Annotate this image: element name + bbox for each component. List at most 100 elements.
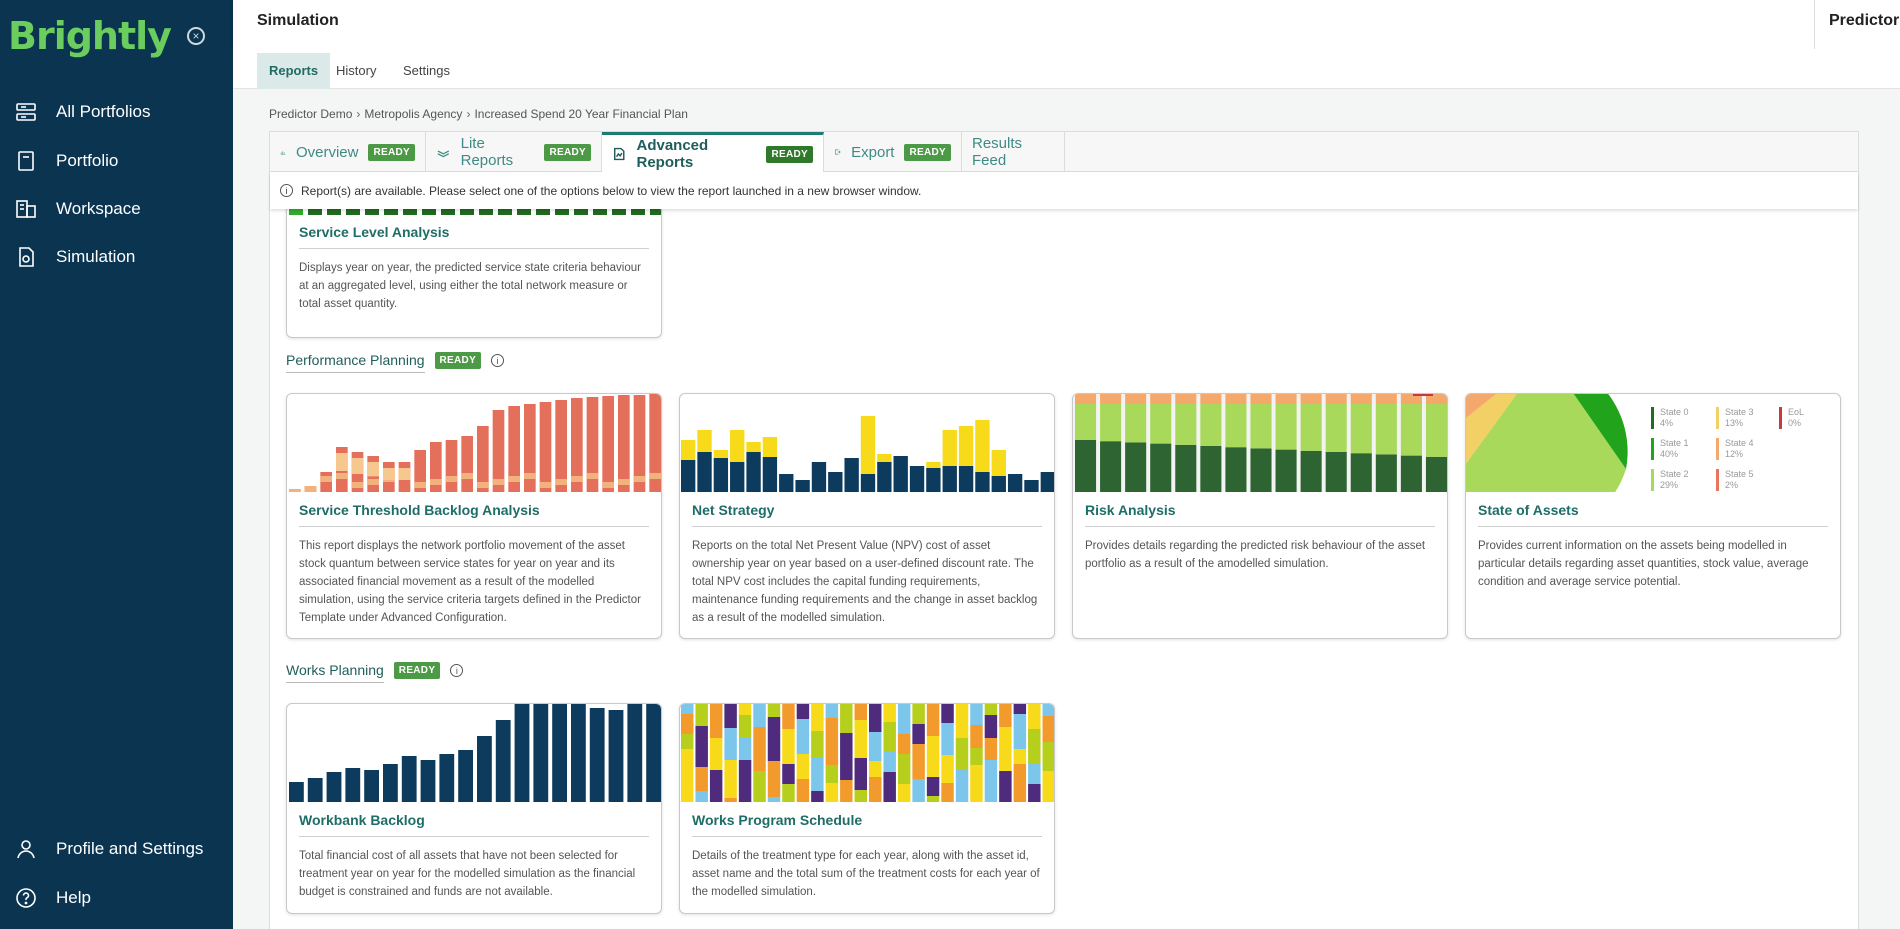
thumbnail-bar bbox=[1013, 704, 1027, 714]
thumbnail-bar bbox=[1225, 447, 1247, 492]
thumbnail-bar bbox=[883, 704, 896, 722]
status-badge: READY bbox=[904, 143, 951, 161]
legend-label: EoL bbox=[1788, 407, 1805, 417]
workspace-icon bbox=[16, 200, 36, 218]
report-card-state-of-assets[interactable]: State 0 4% State 1 40% State 2 29% State 3 13% S… bbox=[1465, 393, 1841, 639]
card-description: Displays year on year, the predicted ser… bbox=[299, 262, 641, 310]
tab-lite-reports[interactable]: Lite Reports READY bbox=[426, 132, 602, 172]
threshold-thumbnail bbox=[287, 394, 661, 492]
thumbnail-bar bbox=[984, 715, 998, 738]
thumbnail-bar bbox=[709, 770, 723, 802]
thumbnail-bar bbox=[477, 426, 489, 492]
breadcrumb-item[interactable]: Metropolis Agency bbox=[364, 107, 463, 121]
legend-label: State 1 bbox=[1660, 438, 1689, 448]
legend-swatch bbox=[1779, 407, 1782, 429]
threshold-chart bbox=[289, 394, 661, 492]
thumbnail-bar bbox=[1100, 441, 1122, 492]
report-card-net-strategy[interactable]: Net Strategy Reports on the total Net Pr… bbox=[679, 393, 1055, 639]
thumbnail-bar bbox=[869, 704, 882, 732]
thumbnail-bar bbox=[825, 718, 839, 765]
card-title: Works Program Schedule bbox=[692, 812, 1042, 837]
sidebar-item-help[interactable]: Help bbox=[14, 884, 91, 912]
sidebar-item-profile-settings[interactable]: Profile and Settings bbox=[14, 835, 203, 863]
thumbnail-strip bbox=[422, 209, 436, 215]
tab-results-feed[interactable]: Results Feed bbox=[962, 132, 1065, 172]
thumbnail-bar bbox=[304, 486, 317, 492]
tab-advanced-reports[interactable]: Advanced Reports READY bbox=[602, 132, 824, 173]
thumbnail-bar bbox=[608, 710, 624, 802]
thumbnail-bar bbox=[445, 440, 458, 492]
sidebar-item-portfolio[interactable]: Portfolio bbox=[14, 147, 118, 175]
sidebar-item-label: Simulation bbox=[56, 247, 136, 266]
card-title: Workbank Backlog bbox=[299, 812, 649, 837]
report-card-risk-analysis[interactable]: Risk Analysis Provides details regarding… bbox=[1072, 393, 1448, 639]
thumbnail-bar bbox=[1100, 394, 1122, 404]
risk-thumbnail bbox=[1073, 394, 1447, 492]
thumbnail-bar bbox=[796, 704, 810, 719]
report-card-works-program[interactable]: Works Program Schedule Details of the tr… bbox=[679, 703, 1055, 914]
legend-value: 0% bbox=[1788, 418, 1802, 428]
thumbnail-bar bbox=[627, 704, 643, 802]
legend-swatch bbox=[1716, 438, 1719, 460]
legend-item: EoL 0% bbox=[1779, 407, 1804, 429]
breadcrumb-item[interactable]: Predictor Demo bbox=[269, 107, 353, 121]
thumbnail-bar bbox=[1013, 714, 1027, 749]
thumbnail-bar bbox=[941, 723, 954, 755]
top-bar: Simulation Predictor bbox=[233, 0, 1900, 49]
tab-settings[interactable]: Settings bbox=[403, 63, 450, 78]
tab-overview[interactable]: Overview READY bbox=[270, 132, 426, 172]
thumbnail-bar bbox=[811, 462, 827, 492]
legend-item: State 4 12% bbox=[1716, 438, 1754, 460]
legend-swatch bbox=[1651, 469, 1654, 491]
thumbnail-bar bbox=[991, 476, 1006, 492]
info-icon[interactable]: i bbox=[450, 664, 464, 677]
info-icon[interactable]: i bbox=[491, 354, 505, 367]
thumbnail-bar bbox=[1425, 404, 1447, 457]
thumbnail-bar bbox=[975, 420, 990, 472]
thumbnail-bar bbox=[811, 757, 824, 791]
report-card-service-threshold[interactable]: Service Threshold Backlog Analysis This … bbox=[286, 393, 662, 639]
thumbnail-bar bbox=[958, 426, 974, 466]
legend-swatch bbox=[1716, 407, 1719, 429]
status-badge: READY bbox=[544, 143, 591, 161]
thumbnail-bar bbox=[1275, 394, 1297, 404]
works-program-chart bbox=[681, 704, 1054, 802]
card-title: Service Threshold Backlog Analysis bbox=[299, 502, 649, 527]
sidebar-item-workspace[interactable]: Workspace bbox=[14, 195, 141, 223]
sidebar-item-all-portfolios[interactable]: All Portfolios bbox=[14, 98, 150, 126]
thumbnail-strip bbox=[441, 209, 455, 215]
tab-history[interactable]: History bbox=[336, 63, 377, 78]
thumbnail-bar bbox=[912, 744, 925, 779]
thumbnail-bar bbox=[909, 466, 925, 492]
card-description: Reports on the total Net Present Value (… bbox=[692, 540, 1038, 624]
legend-label: State 0 bbox=[1660, 407, 1689, 417]
tab-reports[interactable]: Reports bbox=[257, 53, 331, 89]
thumbnail-bar bbox=[697, 452, 712, 492]
thumbnail-bar bbox=[320, 476, 332, 482]
thumbnail-bar bbox=[730, 430, 745, 462]
report-card-service-level[interactable]: Service Level Analysis Displays year on … bbox=[286, 209, 662, 338]
thumbnail-bar bbox=[681, 734, 694, 749]
workbank-chart bbox=[289, 704, 661, 802]
thumbnail-bar bbox=[897, 784, 911, 802]
thumbnail-strip bbox=[460, 209, 474, 215]
portfolios-icon bbox=[16, 103, 36, 121]
sidebar-item-label: Portfolio bbox=[56, 151, 119, 170]
sidebar-item-simulation[interactable]: Simulation bbox=[14, 243, 135, 271]
thumbnail-bar bbox=[844, 458, 859, 492]
thumbnail-bar bbox=[1250, 394, 1272, 404]
collapse-sidebar-icon[interactable]: × bbox=[186, 27, 205, 45]
thumbnail-bar bbox=[746, 452, 761, 492]
thumbnail-bar bbox=[1400, 394, 1422, 404]
info-notice: i Report(s) are available. Please select… bbox=[270, 172, 1858, 209]
card-description: Total financial cost of all assets that … bbox=[299, 850, 636, 898]
thumbnail-bar bbox=[970, 765, 983, 802]
legend-value: 2% bbox=[1725, 480, 1739, 490]
legend-value: 13% bbox=[1725, 418, 1744, 428]
thumbnail-bar bbox=[840, 733, 853, 780]
report-card-workbank-backlog[interactable]: Workbank Backlog Total financial cost of… bbox=[286, 703, 662, 914]
tab-export[interactable]: Export READY bbox=[824, 132, 962, 172]
book-icon bbox=[18, 151, 34, 171]
thumbnail-bar bbox=[586, 473, 599, 479]
thumbnail-bar bbox=[738, 738, 752, 760]
